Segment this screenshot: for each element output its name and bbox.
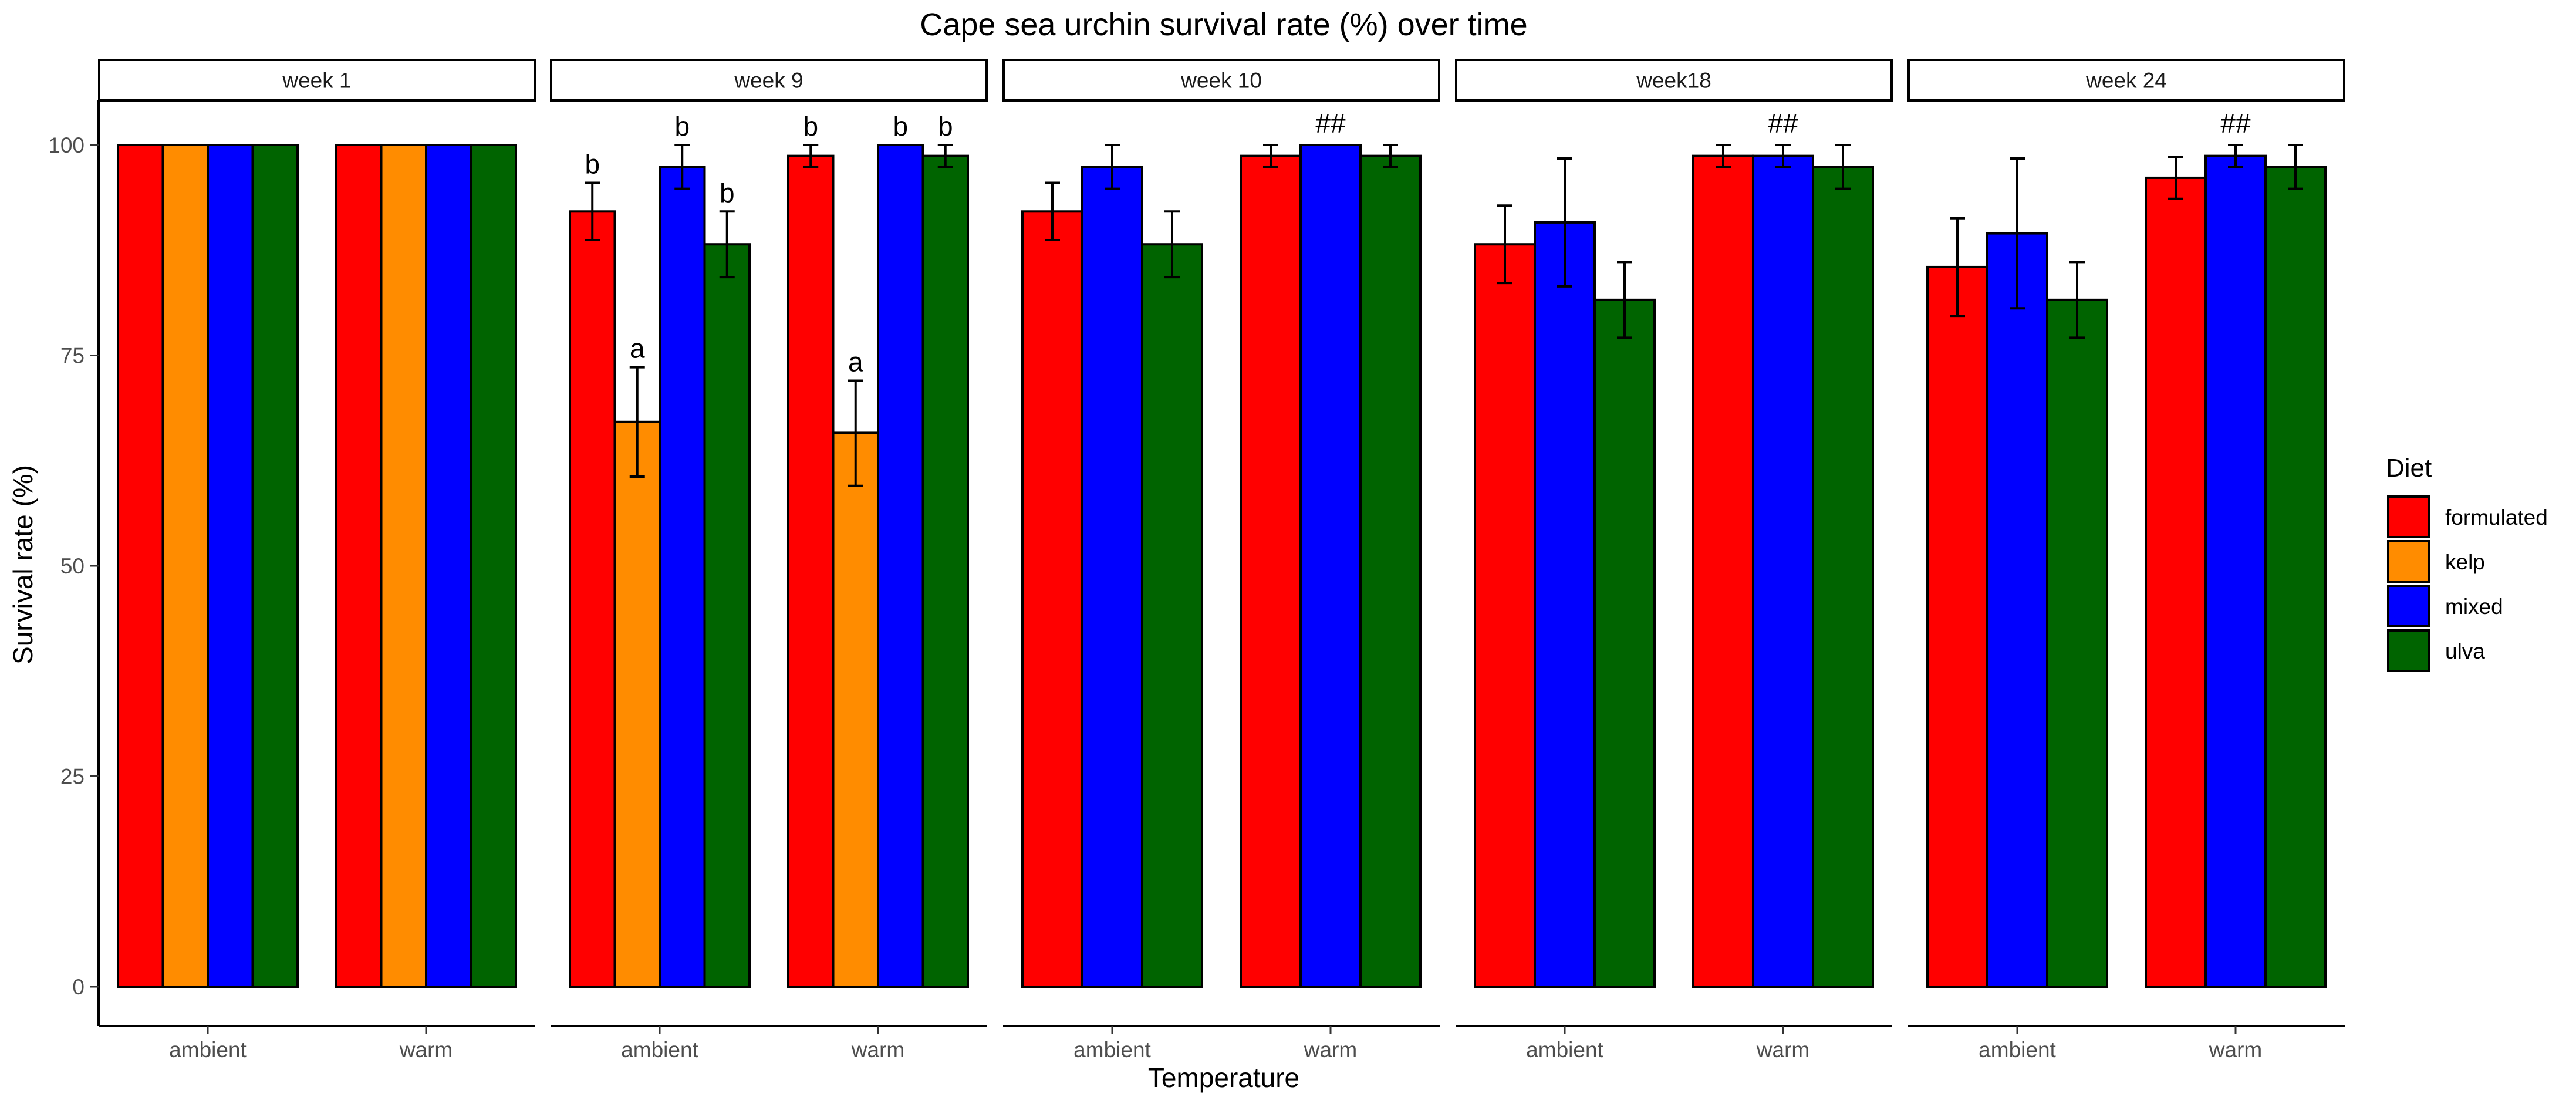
facet-strip-label: week 9 (734, 69, 803, 93)
x-tick-label: ambient (1979, 1038, 2056, 1062)
x-tick-label: warm (1756, 1038, 1809, 1062)
bar (1593, 298, 1656, 988)
x-tick-label: ambient (169, 1038, 247, 1062)
group-significance-label: ## (2220, 108, 2251, 139)
bar (117, 144, 164, 988)
bar (1474, 243, 1536, 988)
bar (1534, 221, 1596, 988)
facet-strip (1455, 59, 1893, 102)
facet-strip (98, 59, 536, 102)
bar (2046, 298, 2108, 988)
significance-label: b (585, 149, 600, 180)
bar (1081, 166, 1143, 988)
facet-strip-label: week 10 (1180, 69, 1262, 93)
facet-panels: 0 25 50 75 100 week 1 ambient warm week 9 ambient… (48, 59, 2345, 1062)
bar (1812, 166, 1874, 988)
y-axis: 0 25 50 75 100 (48, 100, 100, 1026)
bar (425, 144, 472, 988)
bar (1692, 154, 1754, 988)
legend-swatch (2387, 585, 2430, 627)
legend-items: formulated kelp mixed ulva (2387, 495, 2548, 672)
bar (1926, 265, 1988, 988)
facet-panel: week 10 ambient warm ## (1002, 59, 1440, 1062)
bar (1240, 154, 1302, 988)
bar (832, 431, 879, 988)
y-tick-label: 75 (60, 344, 85, 368)
bar (2264, 166, 2327, 988)
legend-label: kelp (2445, 550, 2485, 574)
bar (659, 166, 706, 988)
bar (251, 144, 299, 988)
bar (1141, 243, 1203, 988)
legend-swatch (2387, 495, 2430, 538)
y-tick-label: 50 (60, 554, 85, 578)
bar (921, 154, 969, 988)
x-tick-label: warm (2209, 1038, 2262, 1062)
significance-label: b (720, 177, 735, 208)
bar (2145, 176, 2207, 988)
chart-title: Cape sea urchin survival rate (%) over t… (920, 7, 1527, 42)
bar (1021, 210, 1083, 988)
bar (1986, 232, 2048, 988)
group-significance-label: ## (1315, 108, 1346, 139)
x-tick-label: ambient (1526, 1038, 1603, 1062)
legend-title: Diet (2386, 454, 2432, 482)
facet-strip (550, 59, 988, 102)
facet-strip (1002, 59, 1440, 102)
bar (470, 144, 517, 988)
significance-label: a (630, 333, 645, 364)
y-tick-label: 100 (48, 133, 85, 157)
legend-label: formulated (2445, 505, 2548, 529)
facet-panel: week 24 ambient warm ## (1907, 59, 2345, 1062)
legend-swatch (2387, 540, 2430, 583)
legend: Diet formulated kelp mixed ulva (2386, 454, 2548, 672)
bar (613, 420, 661, 988)
bar (569, 210, 616, 988)
y-tick-label: 25 (60, 765, 85, 789)
bar (703, 243, 751, 988)
bar (787, 154, 835, 988)
significance-label: a (848, 347, 863, 377)
significance-label: b (674, 111, 690, 141)
significance-label: b (893, 111, 908, 141)
facet-strip-label: week 1 (282, 69, 351, 93)
facet-strip-label: week 24 (2085, 69, 2167, 93)
bar (1359, 154, 1422, 988)
significance-label: b (803, 111, 818, 141)
legend-swatch (2387, 629, 2430, 672)
x-tick-label: warm (399, 1038, 453, 1062)
x-tick-label: warm (1304, 1038, 1357, 1062)
legend-label: ulva (2445, 639, 2485, 663)
facet-strip (1907, 59, 2345, 102)
facet-strip-label: week18 (1636, 69, 1711, 93)
significance-label: b (938, 111, 953, 141)
bar (207, 144, 254, 988)
y-axis-title: Survival rate (%) (8, 465, 38, 664)
y-tick-label: 0 (72, 975, 85, 999)
bar (335, 144, 383, 988)
x-tick-label: ambient (621, 1038, 698, 1062)
facet-panel: week18 ambient warm ## (1455, 59, 1893, 1062)
bar (2204, 154, 2267, 988)
group-significance-label: ## (1768, 108, 1798, 139)
bar (1299, 144, 1362, 988)
bar (161, 144, 209, 988)
x-axis-title: Temperature (1148, 1062, 1299, 1093)
x-tick-label: ambient (1073, 1038, 1151, 1062)
bar (1752, 154, 1814, 988)
legend-label: mixed (2445, 595, 2503, 619)
bar (877, 144, 924, 988)
x-tick-label: warm (851, 1038, 904, 1062)
facet-panel: week 1 ambient warm (98, 59, 536, 1062)
bar (380, 144, 427, 988)
